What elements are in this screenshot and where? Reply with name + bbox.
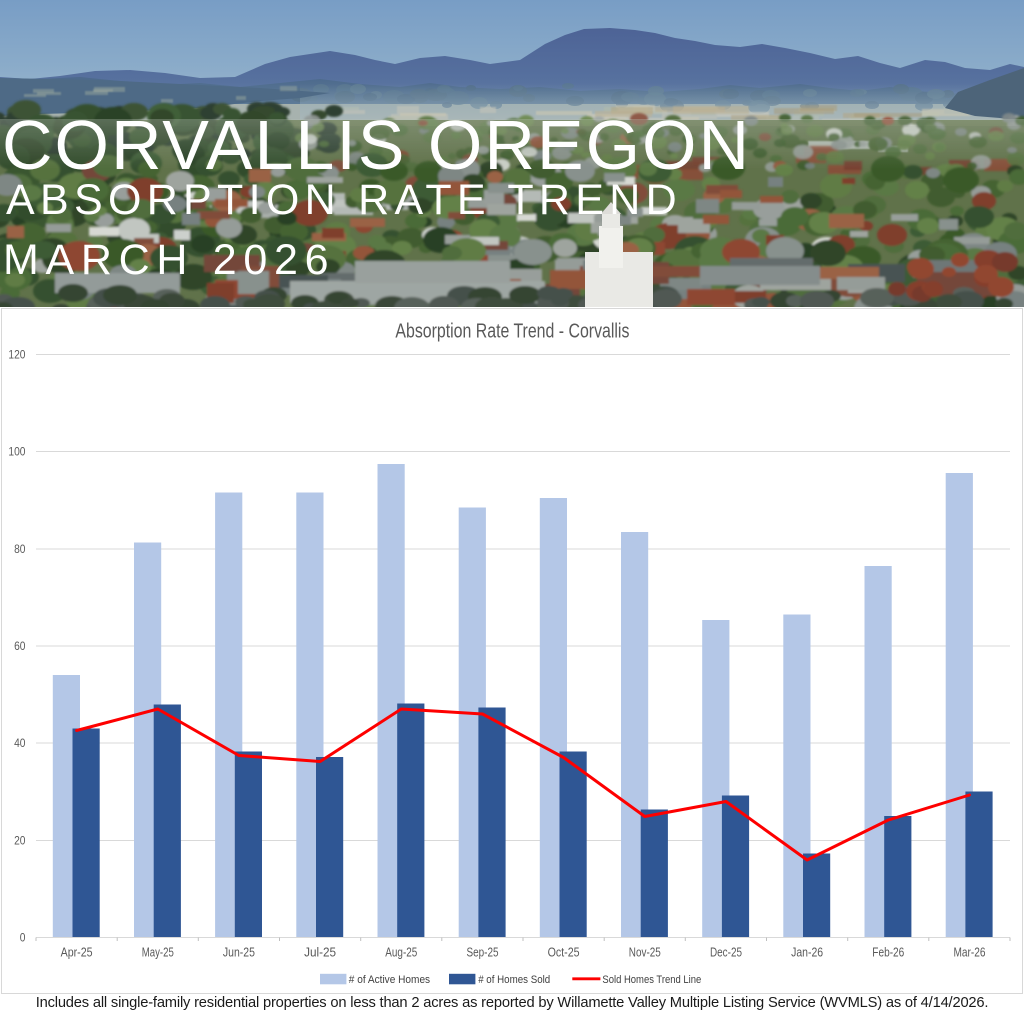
svg-text:Apr-25: Apr-25 bbox=[61, 944, 93, 959]
svg-text:Dec-25: Dec-25 bbox=[710, 944, 742, 959]
svg-text:May-25: May-25 bbox=[142, 944, 174, 959]
svg-text:40: 40 bbox=[14, 738, 25, 750]
svg-text:Aug-25: Aug-25 bbox=[385, 944, 417, 959]
svg-text:Jan-26: Jan-26 bbox=[791, 944, 823, 959]
svg-text:Sold Homes Trend Line: Sold Homes Trend Line bbox=[602, 974, 701, 986]
svg-text:80: 80 bbox=[14, 544, 25, 556]
svg-text:20: 20 bbox=[14, 836, 25, 848]
svg-text:100: 100 bbox=[8, 447, 25, 459]
svg-text:Jul-25: Jul-25 bbox=[304, 944, 336, 959]
svg-text:Absorption Rate Trend - Corval: Absorption Rate Trend - Corvallis bbox=[395, 320, 629, 342]
svg-text:Mar-26: Mar-26 bbox=[954, 944, 986, 959]
svg-text:Sep-25: Sep-25 bbox=[467, 944, 499, 959]
svg-text:Feb-26: Feb-26 bbox=[872, 944, 904, 959]
svg-text:120: 120 bbox=[8, 350, 25, 362]
svg-text:Jun-25: Jun-25 bbox=[223, 944, 255, 959]
svg-text:Oct-25: Oct-25 bbox=[548, 944, 580, 959]
svg-text:# of Active Homes: # of Active Homes bbox=[349, 974, 431, 986]
svg-text:Nov-25: Nov-25 bbox=[629, 944, 661, 959]
svg-text:60: 60 bbox=[14, 641, 25, 653]
svg-text:0: 0 bbox=[20, 933, 26, 945]
svg-text:# of Homes Sold: # of Homes Sold bbox=[478, 974, 550, 986]
